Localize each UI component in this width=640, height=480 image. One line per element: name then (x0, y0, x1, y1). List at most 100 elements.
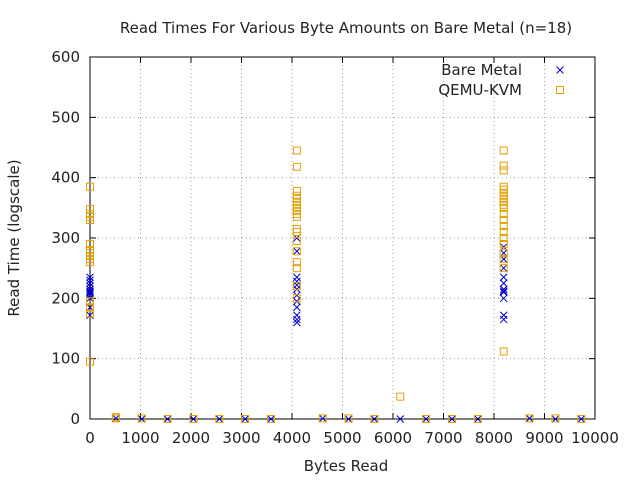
y-tick-label: 0 (70, 410, 80, 428)
data-point (422, 415, 431, 423)
data-point (499, 264, 508, 273)
x-tick-label: 9000 (525, 429, 563, 447)
data-point (396, 415, 405, 423)
data-point (292, 146, 301, 155)
data-point (499, 285, 508, 294)
y-tick-label: 400 (51, 169, 80, 187)
data-point (241, 415, 250, 423)
data-point (292, 273, 301, 282)
y-tick-label: 500 (51, 108, 80, 126)
data-point (396, 392, 405, 401)
data-point (86, 209, 94, 218)
data-point (86, 288, 94, 297)
y-axis: 0 100 200 300 400 500 600 (51, 48, 595, 428)
x-tick-label: 3000 (222, 429, 260, 447)
data-point (215, 415, 224, 423)
data-point (86, 276, 94, 285)
data-point (499, 166, 508, 175)
x-tick-label: 7000 (424, 429, 462, 447)
data-point (499, 209, 508, 218)
chart-title: Read Times For Various Byte Amounts on B… (120, 19, 572, 37)
data-point (86, 279, 94, 288)
data-point (267, 415, 275, 423)
y-tick-label: 300 (51, 229, 80, 247)
data-point (189, 415, 198, 423)
data-point (86, 246, 94, 255)
legend-label: Bare Metal (441, 61, 522, 79)
data-point (499, 273, 508, 282)
data-point (163, 415, 172, 423)
data-point (292, 264, 301, 273)
data-point (137, 414, 146, 423)
data-point (292, 318, 301, 327)
data-point (499, 255, 508, 264)
data-point (86, 297, 94, 306)
x-tick-label: 8000 (475, 429, 513, 447)
data-point (499, 288, 508, 297)
data-point (215, 415, 224, 423)
data-point (499, 221, 508, 230)
data-point (499, 227, 508, 236)
data-point (86, 273, 94, 282)
data-point (499, 264, 508, 273)
data-point (422, 415, 430, 423)
data-point (499, 294, 508, 303)
x-tick-label: 4000 (273, 429, 311, 447)
data-point (292, 247, 301, 256)
x-tick-label: 2000 (172, 429, 210, 447)
legend-item: QEMU-KVM (438, 81, 564, 99)
data-point (499, 234, 508, 242)
legend-item: Bare Metal (441, 61, 564, 79)
data-point (499, 287, 508, 295)
data-point (499, 215, 508, 224)
data-point (86, 285, 94, 294)
data-point (292, 303, 301, 312)
data-point (499, 347, 508, 356)
x-tick-label: 6000 (374, 429, 412, 447)
data-point (447, 415, 456, 423)
data-point (86, 309, 94, 318)
data-point (241, 415, 249, 423)
legend-label: QEMU-KVM (438, 81, 522, 99)
data-point (473, 415, 482, 423)
data-point (292, 294, 301, 303)
data-point (292, 247, 301, 256)
x-tick-label: 1000 (121, 429, 159, 447)
data-point (86, 282, 94, 291)
data-point (292, 191, 301, 200)
series-bare-metal (86, 234, 586, 423)
data-point (499, 311, 508, 320)
x-tick-label: 10000 (571, 429, 619, 447)
y-tick-label: 600 (51, 48, 80, 66)
data-point (499, 240, 508, 249)
data-point (577, 415, 586, 423)
data-point (137, 415, 146, 423)
y-tick-label: 200 (51, 289, 80, 307)
x-axis-label: Bytes Read (304, 457, 389, 475)
data-point (86, 303, 94, 312)
data-point (551, 415, 560, 423)
legend-marker (556, 86, 564, 94)
data-point (292, 162, 301, 171)
data-point (370, 415, 379, 423)
data-point (86, 205, 94, 214)
data-point (292, 186, 301, 195)
x-tick-label: 0 (85, 429, 95, 447)
data-point (292, 282, 301, 291)
y-tick-label: 100 (51, 350, 80, 368)
data-point (111, 413, 120, 422)
data-points (86, 146, 586, 423)
data-point (551, 414, 560, 423)
data-point (163, 415, 172, 423)
legend: Bare Metal QEMU-KVM (438, 61, 564, 99)
data-point (86, 311, 94, 320)
data-point (473, 415, 482, 423)
data-point (344, 415, 353, 423)
data-point (292, 258, 301, 267)
data-point (86, 182, 94, 191)
grid (90, 57, 595, 419)
data-point (292, 311, 301, 320)
data-point (499, 182, 508, 191)
data-point (86, 357, 94, 366)
